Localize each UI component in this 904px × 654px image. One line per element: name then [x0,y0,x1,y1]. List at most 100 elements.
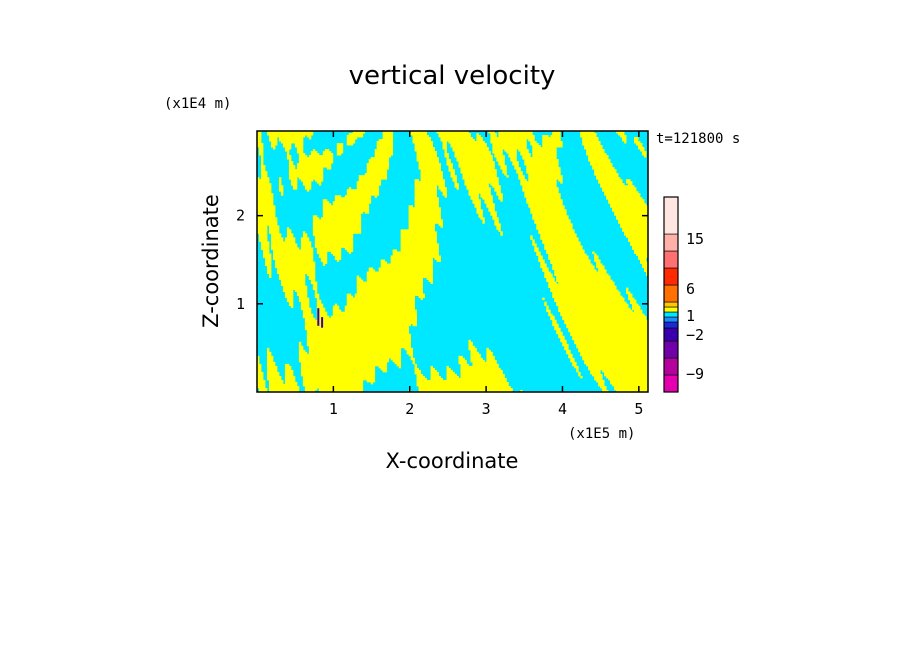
field-positive-region [318,253,328,256]
field-positive-region [266,365,278,369]
field-positive-region [576,343,648,347]
field-positive-region [500,165,507,168]
field-positive-region [400,229,435,232]
field-positive-region [482,219,485,222]
field-positive-region [282,145,292,148]
field-positive-region [316,251,328,254]
field-positive-region [278,187,284,190]
field-positive-region [334,195,342,198]
field-positive-region [494,223,501,226]
field-positive-region [278,181,282,184]
field-positive-region [524,191,559,194]
field-positive-region [564,319,648,323]
field-positive-region [416,153,437,156]
field-positive-region [314,245,354,248]
field-positive-region [526,197,561,200]
field-positive-region [544,271,551,274]
field-positive-region [460,375,505,379]
field-positive-region [494,189,501,192]
field-positive-region [366,169,388,172]
field-positive-region [314,179,324,182]
field-positive-region [410,357,415,361]
field-positive-region [544,247,583,250]
field-positive-region [312,229,362,232]
field-positive-region [486,355,495,359]
field-positive-region [298,349,306,353]
field-positive-region [452,149,489,152]
field-positive-region [414,371,421,375]
field-positive-region [336,143,344,146]
field-positive-region [272,147,276,150]
field-positive-region [282,289,294,293]
field-positive-region [314,235,354,238]
field-positive-region [268,387,300,391]
field-positive-region [548,313,553,317]
velocity-field [257,131,648,392]
field-positive-region [400,245,439,248]
field-positive-region [390,357,402,361]
field-positive-region [416,151,437,154]
field-positive-region [380,261,388,264]
field-positive-region [416,155,437,158]
field-positive-region [596,265,605,268]
field-positive-region [446,159,451,162]
field-positive-region [520,179,527,182]
field-positive-region [520,181,557,184]
field-positive-region [346,137,358,140]
field-positive-region [598,381,605,385]
field-positive-region [272,253,314,256]
field-positive-region [368,267,374,270]
field-positive-region [550,259,591,262]
field-positive-region [382,135,394,138]
field-positive-region [608,201,645,204]
field-positive-region [268,137,278,140]
field-positive-region [588,157,609,160]
field-positive-region [358,175,388,178]
field-positive-region [288,175,324,178]
field-positive-region [550,287,617,291]
field-positive-region [636,143,643,146]
field-positive-region [274,263,316,266]
field-positive-region [622,139,627,142]
field-positive-region [258,149,264,152]
field-positive-region [258,239,268,242]
field-positive-region [548,311,551,315]
field-positive-region [414,199,439,202]
field-positive-region [284,377,296,381]
field-positive-region [392,253,439,256]
field-positive-region [632,305,641,309]
field-positive-region [554,269,597,272]
field-positive-region [280,281,306,284]
field-positive-region [296,163,332,166]
field-positive-region [278,185,284,188]
field-positive-region [266,267,272,270]
field-positive-region [548,257,589,260]
field-positive-region [300,179,314,182]
field-positive-region [534,245,537,248]
field-positive-region [510,159,517,162]
field-positive-region [346,301,415,305]
field-positive-region [257,227,268,230]
field-positive-region [286,157,292,160]
field-positive-region [538,257,543,260]
field-positive-region [582,137,599,140]
field-positive-region [502,171,507,174]
field-positive-region [594,173,619,176]
field-positive-region [534,249,539,252]
field-positive-region [498,197,503,200]
field-positive-region [514,167,521,170]
colorbar-tick-label: −2 [686,326,704,344]
field-positive-region [390,257,433,260]
field-positive-region [358,177,388,180]
field-positive-region [316,315,330,319]
field-positive-region [408,223,435,226]
field-positive-region [552,319,557,323]
field-positive-region [284,149,290,152]
field-positive-region [560,311,643,315]
field-positive-region [266,353,272,357]
field-positive-region [574,341,648,345]
field-positive-region [400,233,437,236]
field-positive-region [352,131,366,134]
field-positive-region [492,217,499,220]
field-positive-region [304,323,412,327]
